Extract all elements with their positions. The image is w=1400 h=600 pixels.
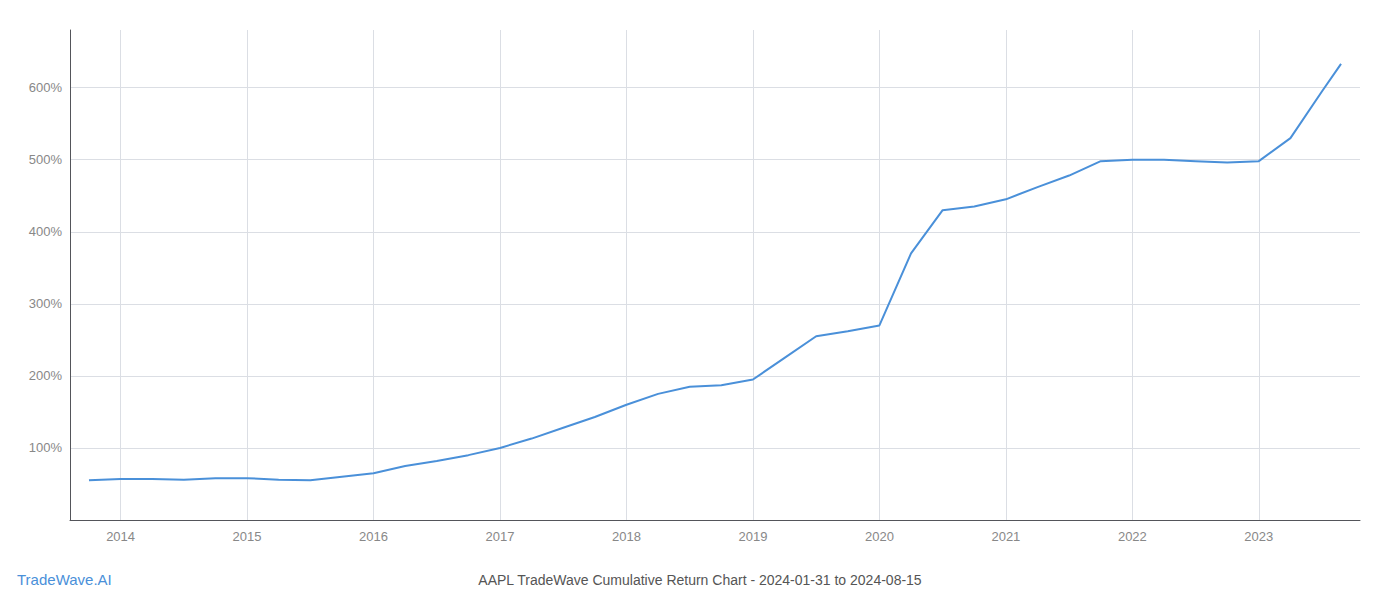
svg-text:2015: 2015 bbox=[233, 529, 262, 544]
svg-text:2020: 2020 bbox=[865, 529, 894, 544]
svg-text:2019: 2019 bbox=[738, 529, 767, 544]
svg-text:600%: 600% bbox=[29, 80, 63, 95]
svg-text:2021: 2021 bbox=[991, 529, 1020, 544]
svg-text:2018: 2018 bbox=[612, 529, 641, 544]
svg-text:AAPL TradeWave Cumulative Retu: AAPL TradeWave Cumulative Return Chart -… bbox=[478, 572, 922, 588]
svg-text:100%: 100% bbox=[29, 440, 63, 455]
svg-text:300%: 300% bbox=[29, 296, 63, 311]
svg-text:TradeWave.AI: TradeWave.AI bbox=[17, 571, 112, 588]
svg-text:500%: 500% bbox=[29, 152, 63, 167]
svg-text:2022: 2022 bbox=[1118, 529, 1147, 544]
svg-text:2017: 2017 bbox=[486, 529, 515, 544]
svg-text:400%: 400% bbox=[29, 224, 63, 239]
svg-text:2014: 2014 bbox=[106, 529, 135, 544]
svg-text:2023: 2023 bbox=[1244, 529, 1273, 544]
svg-text:2016: 2016 bbox=[359, 529, 388, 544]
svg-text:200%: 200% bbox=[29, 368, 63, 383]
